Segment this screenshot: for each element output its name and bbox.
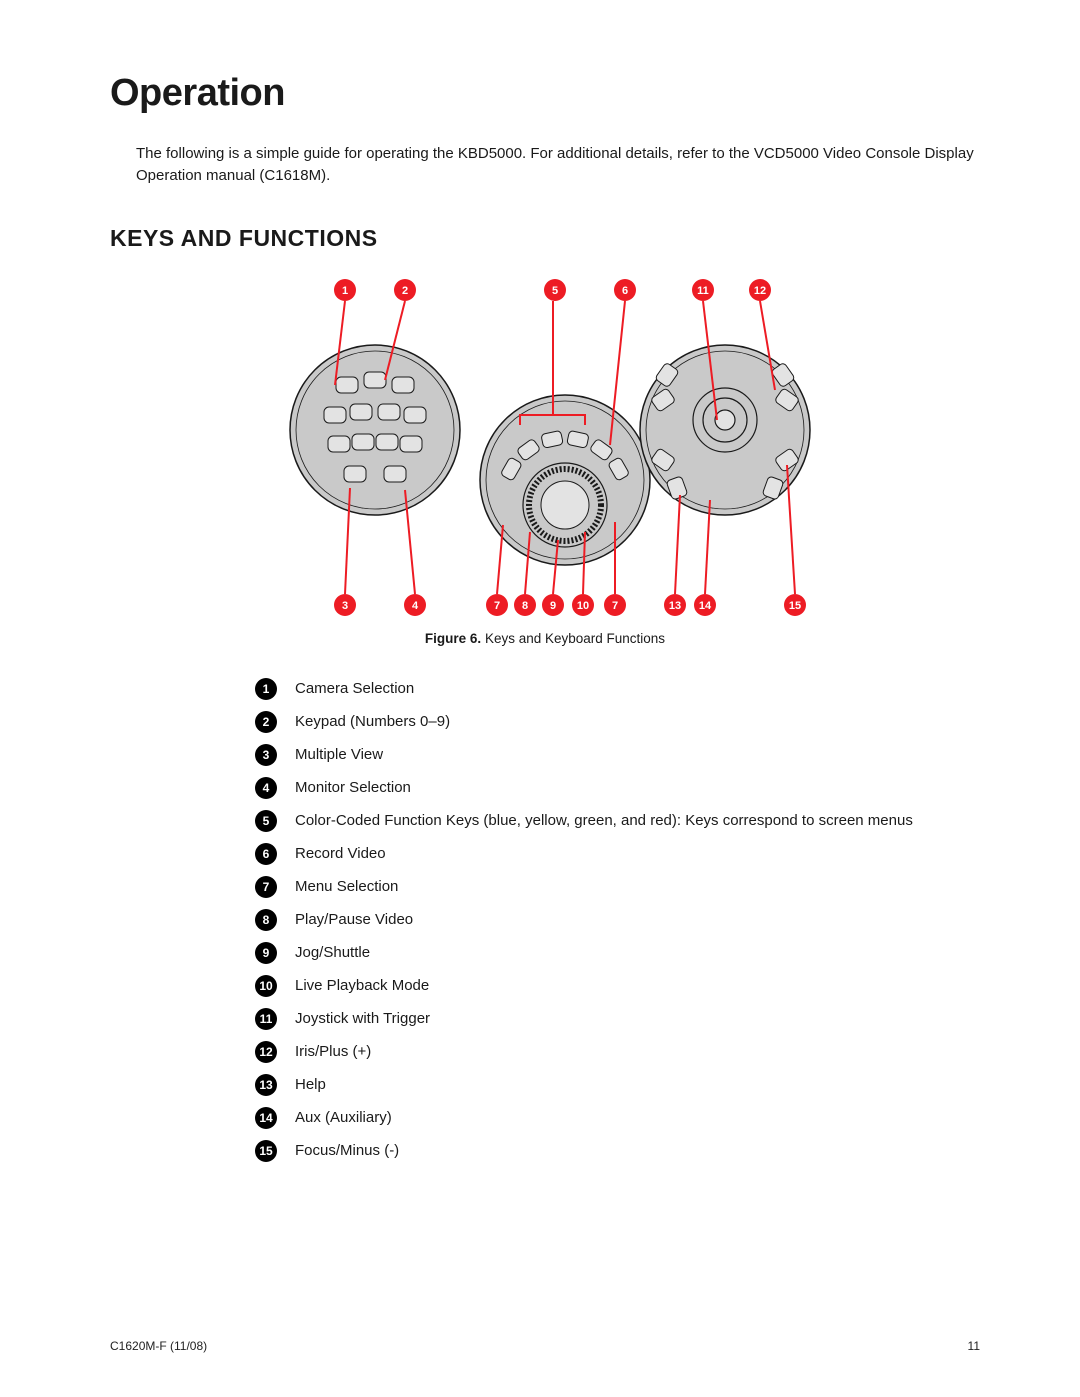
svg-text:1: 1: [342, 285, 348, 297]
svg-text:14: 14: [699, 600, 712, 612]
legend-item: 8 Play/Pause Video: [255, 909, 980, 931]
legend-badge: 14: [255, 1107, 277, 1129]
intro-paragraph: The following is a simple guide for oper…: [136, 143, 980, 187]
legend-label: Help: [295, 1076, 326, 1093]
legend-item: 14 Aux (Auxiliary): [255, 1107, 980, 1129]
section-heading: KEYS AND FUNCTIONS: [110, 225, 980, 252]
legend-badge: 2: [255, 711, 277, 733]
legend-label: Multiple View: [295, 746, 383, 763]
footer-page-number: 11: [968, 1339, 980, 1353]
page-footer: C1620M-F (11/08) 11: [110, 1339, 980, 1353]
legend-label: Camera Selection: [295, 680, 414, 697]
manual-page: Operation The following is a simple guid…: [0, 0, 1080, 1397]
legend-item: 15 Focus/Minus (-): [255, 1140, 980, 1162]
svg-text:3: 3: [342, 600, 348, 612]
legend-badge: 9: [255, 942, 277, 964]
legend-label: Jog/Shuttle: [295, 944, 370, 961]
svg-text:15: 15: [789, 600, 801, 612]
legend-item: 7 Menu Selection: [255, 876, 980, 898]
legend-badge: 12: [255, 1041, 277, 1063]
legend-label: Menu Selection: [295, 878, 398, 895]
legend-label: Color-Coded Function Keys (blue, yellow,…: [295, 812, 913, 829]
legend-label: Keypad (Numbers 0–9): [295, 713, 450, 730]
legend-badge: 3: [255, 744, 277, 766]
figure-caption: Figure 6. Keys and Keyboard Functions: [110, 631, 980, 646]
footer-doc-id: C1620M-F (11/08): [110, 1339, 207, 1353]
legend-item: 9 Jog/Shuttle: [255, 942, 980, 964]
legend-item: 2 Keypad (Numbers 0–9): [255, 711, 980, 733]
caption-text: Keys and Keyboard Functions: [485, 631, 665, 646]
svg-text:9: 9: [550, 600, 556, 612]
legend-badge: 15: [255, 1140, 277, 1162]
legend-badge: 7: [255, 876, 277, 898]
legend-item: 1 Camera Selection: [255, 678, 980, 700]
legend-badge: 10: [255, 975, 277, 997]
legend-badge: 5: [255, 810, 277, 832]
legend-label: Live Playback Mode: [295, 977, 429, 994]
legend-item: 12 Iris/Plus (+): [255, 1041, 980, 1063]
legend-item: 5 Color-Coded Function Keys (blue, yellow…: [255, 810, 980, 832]
legend-badge: 8: [255, 909, 277, 931]
legend-list: 1 Camera Selection 2 Keypad (Numbers 0–9) 3 M…: [255, 678, 980, 1162]
legend-badge: 13: [255, 1074, 277, 1096]
legend-item: 6 Record Video: [255, 843, 980, 865]
svg-text:11: 11: [697, 285, 709, 297]
svg-text:8: 8: [522, 600, 528, 612]
svg-text:5: 5: [552, 285, 558, 297]
svg-text:7: 7: [494, 600, 500, 612]
legend-badge: 4: [255, 777, 277, 799]
legend-badge: 11: [255, 1008, 277, 1030]
svg-text:6: 6: [622, 285, 628, 297]
svg-text:4: 4: [412, 600, 419, 612]
legend-label: Play/Pause Video: [295, 911, 413, 928]
legend-label: Focus/Minus (-): [295, 1142, 399, 1159]
legend-label: Aux (Auxiliary): [295, 1109, 392, 1126]
svg-text:7: 7: [612, 600, 618, 612]
svg-text:13: 13: [669, 600, 681, 612]
legend-label: Iris/Plus (+): [295, 1043, 371, 1060]
page-title: Operation: [110, 72, 980, 115]
svg-text:2: 2: [402, 285, 408, 297]
caption-prefix: Figure 6.: [425, 631, 481, 646]
legend-item: 13 Help: [255, 1074, 980, 1096]
legend-item: 4 Monitor Selection: [255, 777, 980, 799]
legend-item: 3 Multiple View: [255, 744, 980, 766]
keys-diagram: 1256111234789107131415: [265, 270, 825, 620]
legend-label: Joystick with Trigger: [295, 1010, 430, 1027]
figure-6: 1256111234789107131415 Figure 6. Keys an…: [110, 270, 980, 646]
svg-text:10: 10: [577, 600, 589, 612]
legend-label: Record Video: [295, 845, 386, 862]
legend-badge: 1: [255, 678, 277, 700]
legend-item: 10 Live Playback Mode: [255, 975, 980, 997]
legend-item: 11 Joystick with Trigger: [255, 1008, 980, 1030]
legend-badge: 6: [255, 843, 277, 865]
svg-text:12: 12: [754, 285, 766, 297]
legend-label: Monitor Selection: [295, 779, 411, 796]
